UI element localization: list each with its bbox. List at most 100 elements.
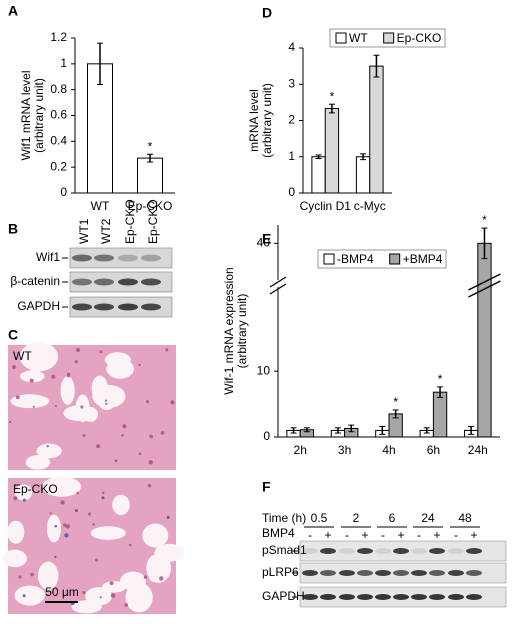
blot-band	[429, 570, 445, 576]
panel-label: B	[8, 221, 18, 237]
error-bar	[147, 153, 153, 163]
airspace	[25, 455, 51, 470]
nucleus	[54, 555, 57, 559]
blot-band	[339, 594, 355, 600]
nucleus	[160, 431, 165, 435]
bar	[324, 108, 340, 194]
bar	[432, 391, 448, 438]
x-tick-label: 24h	[468, 443, 488, 457]
blot-band	[375, 594, 391, 600]
nucleus	[65, 524, 70, 529]
airspace	[10, 394, 50, 409]
row-label: pSmad1	[262, 543, 307, 557]
significance-mark: *	[393, 395, 398, 409]
bar	[477, 242, 492, 438]
nucleus	[159, 576, 164, 581]
blot-band	[375, 570, 391, 576]
airspace	[2, 549, 27, 568]
airspace	[42, 476, 82, 497]
nucleus	[54, 524, 58, 528]
panel-label: F	[262, 479, 271, 495]
nucleus	[94, 558, 98, 562]
y-tick-label: 1	[60, 56, 67, 70]
blot-band	[72, 254, 92, 262]
nucleus	[101, 496, 105, 500]
y-tick-label: 0.4	[50, 134, 67, 148]
airspace	[106, 358, 135, 379]
error-bar	[315, 154, 322, 160]
lane-label: Ep-CKO	[123, 199, 137, 244]
axis-break-line	[269, 283, 287, 295]
x-tick-label: 4h	[382, 443, 395, 457]
error-bar	[437, 386, 444, 398]
blot-band	[118, 278, 138, 286]
blot-band	[448, 570, 464, 576]
error-bar	[468, 425, 475, 435]
treatment-value: -	[417, 528, 421, 542]
nucleus	[15, 395, 20, 400]
nucleus	[76, 348, 80, 352]
blot-band	[320, 548, 336, 554]
legend-label: Ep-CKO	[397, 31, 442, 45]
y-tick-label: 0	[288, 185, 295, 199]
y-tick-label: 1.2	[50, 30, 67, 44]
x-tick-label: WT	[91, 199, 110, 213]
blot-band	[411, 594, 427, 600]
nucleus	[80, 405, 84, 409]
nucleus	[30, 572, 34, 577]
airspace	[7, 520, 25, 544]
time-value: 24	[421, 511, 435, 525]
time-value: 0.5	[311, 511, 328, 525]
lane-label: WT2	[99, 218, 113, 244]
blot-band	[357, 570, 373, 576]
significance-mark: *	[438, 372, 443, 386]
y-axis-label: (arbitrary unit)	[260, 83, 274, 158]
bar	[369, 65, 384, 194]
airspace	[102, 581, 127, 593]
nucleus	[51, 374, 56, 379]
nucleus	[49, 512, 52, 515]
panel-caption: Ep-CKO	[13, 482, 58, 496]
nucleus	[122, 424, 127, 429]
blot-band	[375, 548, 391, 554]
time-value: 48	[458, 511, 472, 525]
blot-band	[302, 594, 318, 600]
airspace	[20, 370, 45, 383]
airspace	[147, 564, 162, 583]
y-axis-label: Wif-1 mRNA expression	[222, 267, 236, 394]
nucleus	[46, 444, 49, 448]
blot-band	[94, 278, 114, 286]
airspace	[14, 484, 33, 501]
bar	[355, 156, 371, 194]
time-value: 6	[389, 511, 396, 525]
bar	[311, 156, 326, 194]
error-bar	[423, 427, 430, 434]
error-bar	[328, 103, 335, 114]
y-tick-label: 2	[288, 113, 295, 127]
blot-band	[141, 254, 161, 262]
x-tick-label: 6h	[427, 443, 440, 457]
panel-label: A	[8, 3, 18, 19]
nucleus	[170, 400, 175, 405]
blot-band	[118, 254, 138, 262]
legend-swatch	[323, 253, 335, 265]
error-bar	[290, 427, 297, 434]
nucleus	[121, 433, 124, 437]
legend-swatch	[383, 32, 395, 44]
row-label: pLRP6	[262, 565, 299, 579]
blot-band	[393, 594, 409, 600]
blot-band	[141, 278, 161, 286]
significance-mark: *	[148, 139, 153, 153]
treatment-value: +	[397, 528, 404, 542]
airspace	[63, 405, 95, 421]
y-tick-label: 4	[288, 40, 295, 54]
blot-band	[429, 548, 445, 554]
nucleus	[166, 515, 170, 519]
bar	[87, 63, 113, 194]
nucleus	[147, 484, 152, 488]
legend-swatch	[335, 32, 347, 44]
error-bar	[481, 227, 488, 260]
error-bar	[373, 54, 380, 78]
significance-mark: *	[330, 89, 335, 103]
y-axis-label: (arbitrary unit)	[235, 294, 249, 369]
